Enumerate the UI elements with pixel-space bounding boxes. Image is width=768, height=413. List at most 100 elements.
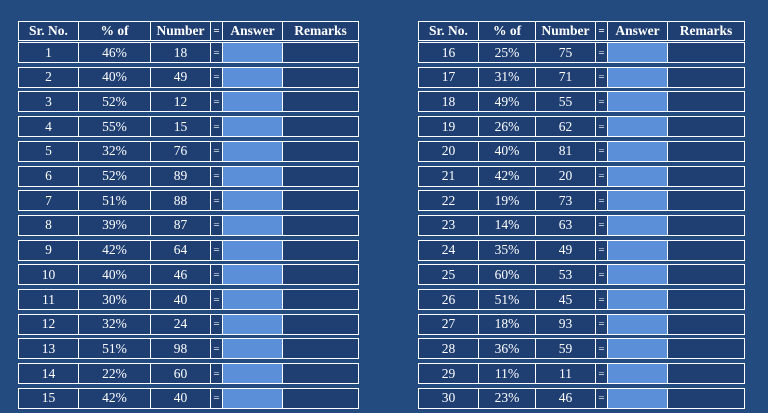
answer-input[interactable] xyxy=(222,42,283,63)
answer-input[interactable] xyxy=(607,313,668,335)
answer-input[interactable] xyxy=(607,363,668,385)
answer-input[interactable] xyxy=(607,239,668,261)
percent-cell: 22% xyxy=(78,363,151,385)
answer-input[interactable] xyxy=(222,338,283,360)
percent-cell: 31% xyxy=(478,66,536,88)
answer-input[interactable] xyxy=(222,363,283,385)
sr-no-cell: 27 xyxy=(418,313,479,335)
answer-input[interactable] xyxy=(607,66,668,88)
sr-no-cell: 15 xyxy=(18,387,79,409)
header-cell: Sr. No. xyxy=(18,21,79,41)
percent-cell: 42% xyxy=(78,239,151,261)
remarks-cell xyxy=(667,66,745,88)
percent-cell: 49% xyxy=(478,91,536,113)
header-cell: Sr. No. xyxy=(418,21,479,41)
answer-input[interactable] xyxy=(222,66,283,88)
number-cell: 81 xyxy=(535,140,596,162)
answer-input[interactable] xyxy=(222,165,283,187)
percent-cell: 35% xyxy=(478,239,536,261)
answer-input[interactable] xyxy=(222,214,283,236)
equals-cell: = xyxy=(595,214,608,236)
percent-cell: 26% xyxy=(478,116,536,138)
answer-input[interactable] xyxy=(222,239,283,261)
number-cell: 49 xyxy=(535,239,596,261)
remarks-cell xyxy=(667,91,745,113)
answer-input[interactable] xyxy=(222,313,283,335)
remarks-cell xyxy=(667,239,745,261)
number-cell: 53 xyxy=(535,264,596,286)
sr-no-cell: 25 xyxy=(418,264,479,286)
number-cell: 89 xyxy=(150,165,211,187)
percent-cell: 42% xyxy=(478,165,536,187)
remarks-cell xyxy=(282,264,359,286)
percent-cell: 60% xyxy=(478,264,536,286)
percent-cell: 51% xyxy=(478,289,536,310)
remarks-cell xyxy=(667,42,745,63)
number-cell: 62 xyxy=(535,116,596,138)
percent-cell: 36% xyxy=(478,338,536,360)
number-cell: 55 xyxy=(535,91,596,113)
sr-no-cell: 22 xyxy=(418,190,479,212)
remarks-cell xyxy=(282,387,359,409)
percent-cell: 46% xyxy=(78,42,151,63)
answer-input[interactable] xyxy=(607,190,668,212)
header-cell: Answer xyxy=(222,21,283,41)
header-cell: Number xyxy=(535,21,596,41)
sr-no-cell: 21 xyxy=(418,165,479,187)
answer-input[interactable] xyxy=(607,140,668,162)
number-cell: 40 xyxy=(150,387,211,409)
answer-input[interactable] xyxy=(607,387,668,409)
answer-input[interactable] xyxy=(607,91,668,113)
answer-input[interactable] xyxy=(222,116,283,138)
remarks-cell xyxy=(282,116,359,138)
answer-input[interactable] xyxy=(607,214,668,236)
answer-input[interactable] xyxy=(607,42,668,63)
answer-input[interactable] xyxy=(222,190,283,212)
remarks-cell xyxy=(667,214,745,236)
number-cell: 87 xyxy=(150,214,211,236)
number-cell: 18 xyxy=(150,42,211,63)
answer-input[interactable] xyxy=(222,91,283,113)
remarks-cell xyxy=(282,363,359,385)
sr-no-cell: 19 xyxy=(418,116,479,138)
answer-input[interactable] xyxy=(607,264,668,286)
number-cell: 46 xyxy=(150,264,211,286)
remarks-cell xyxy=(282,91,359,113)
remarks-cell xyxy=(282,42,359,63)
percent-cell: 32% xyxy=(78,313,151,335)
number-cell: 12 xyxy=(150,91,211,113)
answer-input[interactable] xyxy=(222,140,283,162)
percent-cell: 25% xyxy=(478,42,536,63)
number-cell: 73 xyxy=(535,190,596,212)
answer-input[interactable] xyxy=(222,264,283,286)
answer-input[interactable] xyxy=(607,289,668,310)
answer-input[interactable] xyxy=(222,387,283,409)
header-cell: % of xyxy=(478,21,536,41)
answer-input[interactable] xyxy=(607,338,668,360)
sr-no-cell: 1 xyxy=(18,42,79,63)
sr-no-cell: 14 xyxy=(18,363,79,385)
sr-no-cell: 20 xyxy=(418,140,479,162)
percent-cell: 18% xyxy=(478,313,536,335)
answer-input[interactable] xyxy=(607,116,668,138)
percent-cell: 55% xyxy=(78,116,151,138)
remarks-cell xyxy=(667,313,745,335)
sr-no-cell: 10 xyxy=(18,264,79,286)
remarks-cell xyxy=(282,165,359,187)
number-cell: 60 xyxy=(150,363,211,385)
percent-cell: 30% xyxy=(78,289,151,310)
equals-cell: = xyxy=(595,289,608,310)
sr-no-cell: 26 xyxy=(418,289,479,310)
remarks-cell xyxy=(282,214,359,236)
number-cell: 88 xyxy=(150,190,211,212)
number-cell: 64 xyxy=(150,239,211,261)
number-cell: 98 xyxy=(150,338,211,360)
remarks-cell xyxy=(282,338,359,360)
number-cell: 59 xyxy=(535,338,596,360)
remarks-cell xyxy=(282,239,359,261)
remarks-cell xyxy=(282,190,359,212)
answer-input[interactable] xyxy=(607,165,668,187)
percent-cell: 11% xyxy=(478,363,536,385)
sr-no-cell: 11 xyxy=(18,289,79,310)
answer-input[interactable] xyxy=(222,289,283,310)
